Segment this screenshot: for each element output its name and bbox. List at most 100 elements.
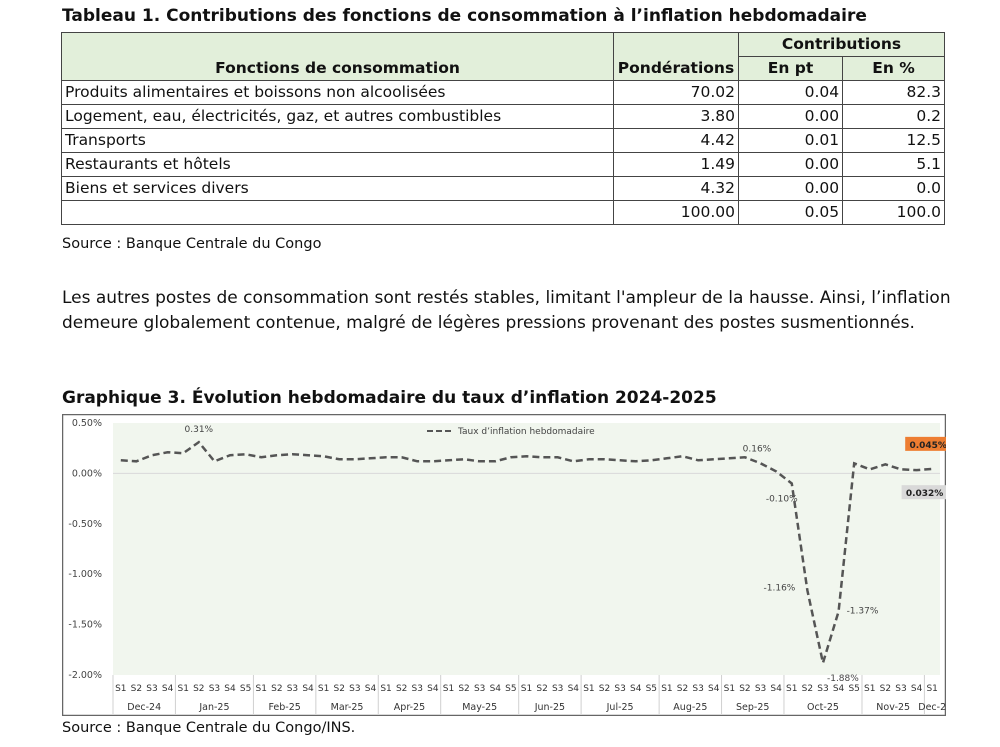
row-en-pt: 0.04 [737,80,844,105]
row-en-pct: 0.2 [842,104,945,129]
row-label [61,200,614,225]
inflation-chart: 0.50% 0.00% -0.50% -1.00% -1.50% -2.00% S1 S2 S3… [62,414,946,716]
data-label-box [901,485,946,500]
week-label: S4 [833,684,845,694]
week-label: S2 [396,684,407,694]
week-label: S1 [724,684,735,694]
week-label: S2 [193,684,204,694]
week-label: S1 [583,684,594,694]
header-ponderations: Pondérations [613,32,739,81]
y-tick-label: -1.00% [68,569,102,580]
row-label: Produits alimentaires et boissons non al… [61,80,614,105]
week-label: S4 [568,684,580,694]
week-label: S1 [380,684,391,694]
header-en-pct: En % [842,56,945,81]
week-label: S3 [552,684,563,694]
paragraph: Les autres postes de consommation sont r… [62,288,951,333]
data-label: 0.31% [185,425,214,435]
month-label: Oct-25 [807,702,839,713]
row-en-pt: 0.00 [737,152,844,177]
chart-source: Source : Banque Centrale du Congo/INS. [62,720,356,736]
week-label: S3 [349,684,360,694]
table-row: Transports 4.42 0.01 12.5 [61,128,945,153]
week-label: S3 [146,684,157,694]
row-ponderation: 4.42 [613,128,739,153]
week-label: S1 [786,684,797,694]
row-en-pt: 0.00 [737,104,844,129]
week-label: S3 [755,684,766,694]
data-label: -0.10% [766,494,798,504]
row-label: Biens et services divers [61,176,614,201]
week-label: S1 [115,684,126,694]
month-label: Sep-25 [736,702,769,713]
week-label: S2 [677,684,688,694]
row-label: Logement, eau, électricités, gaz, et aut… [61,104,614,129]
table-row: Logement, eau, électricités, gaz, et aut… [61,104,945,129]
month-label: Feb-25 [268,702,300,713]
plot-area [113,423,940,675]
week-label: S2 [458,684,469,694]
week-label: S2 [880,684,891,694]
table-title: Tableau 1. Contributions des fonctions d… [62,6,867,26]
week-label: S1 [256,684,267,694]
week-label: S2 [131,684,142,694]
week-label: S1 [661,684,672,694]
row-en-pt: 0.05 [737,200,844,225]
row-label: Transports [61,128,614,153]
week-label: S5 [646,684,657,694]
week-label: S2 [334,684,345,694]
month-label: Jun-25 [534,702,565,713]
row-en-pct: 12.5 [842,128,945,153]
week-label: S3 [287,684,298,694]
week-label: S4 [365,684,377,694]
week-label: S5 [848,684,859,694]
week-label: S1 [864,684,875,694]
data-label: 0.032% [906,489,944,499]
row-ponderation: 3.80 [613,104,739,129]
data-label: -1.88% [827,674,859,684]
week-label: S3 [817,684,828,694]
row-label: Restaurants et hôtels [61,152,614,177]
month-label: Jan-25 [198,702,229,713]
week-label: S4 [770,684,782,694]
month-label: Aug-25 [673,702,707,713]
week-label: S5 [240,684,251,694]
row-en-pct: 100.0 [842,200,945,225]
week-label: S2 [536,684,547,694]
week-label: S4 [630,684,642,694]
header-contributions: Contributions [738,32,945,57]
table-row: Biens et services divers 4.32 0.00 0.0 [61,176,945,201]
month-label: Dec-24 [127,702,161,713]
table-source: Source : Banque Centrale du Congo [62,236,322,252]
week-label: S2 [802,684,813,694]
week-label: S2 [599,684,610,694]
week-label: S1 [443,684,454,694]
week-label: S1 [521,684,532,694]
week-label: S3 [692,684,703,694]
row-ponderation: 70.02 [613,80,739,105]
y-tick-label: 0.50% [72,418,102,429]
y-tick-label: -1.50% [68,620,102,631]
month-label: Apr-25 [394,702,425,713]
row-en-pct: 0.0 [842,176,945,201]
data-label: 0.16% [743,444,772,454]
data-label: -1.16% [764,583,796,593]
row-ponderation: 4.32 [613,176,739,201]
row-en-pct: 82.3 [842,80,945,105]
month-label: Nov-25 [876,702,910,713]
week-label: S4 [490,684,502,694]
week-label: S3 [614,684,625,694]
row-ponderation: 100.00 [613,200,739,225]
row-en-pct: 5.1 [842,152,945,177]
chart-title: Graphique 3. Évolution hebdomadaire du t… [62,388,717,408]
week-label: S3 [895,684,906,694]
week-label: S4 [708,684,720,694]
header-en-pt: En pt [737,56,844,81]
total-row: 100.00 0.05 100.0 [61,200,945,225]
week-label: S4 [162,684,174,694]
month-label: Mar-25 [331,702,364,713]
week-label: S3 [474,684,485,694]
week-label: S2 [739,684,750,694]
data-label: -1.37% [847,606,879,616]
table-row: Produits alimentaires et boissons non al… [61,80,945,105]
